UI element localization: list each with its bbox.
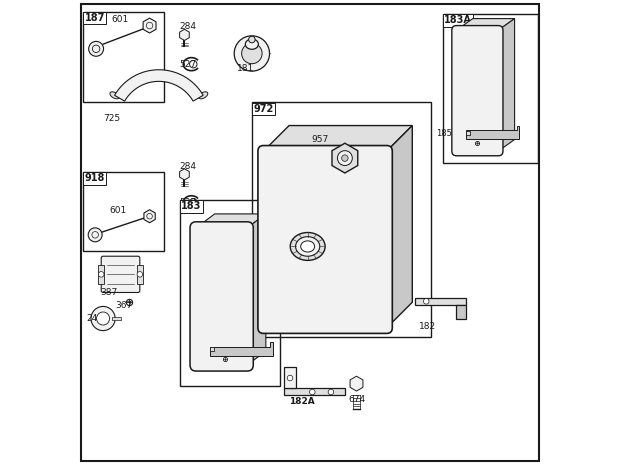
Circle shape [234,36,270,71]
Polygon shape [247,214,266,365]
Circle shape [337,151,352,166]
Circle shape [342,155,348,161]
Text: 918: 918 [84,173,105,184]
Text: eReplacementParts.com: eReplacementParts.com [234,254,386,267]
Ellipse shape [301,241,314,252]
Circle shape [88,228,102,242]
Text: 725: 725 [103,114,120,123]
Text: 284: 284 [179,161,196,171]
Polygon shape [466,126,520,140]
Polygon shape [285,388,345,395]
FancyBboxPatch shape [258,146,392,333]
Bar [83,172,164,251]
Text: 284: 284 [179,22,196,31]
Text: 185: 185 [436,129,452,138]
Circle shape [137,272,143,277]
Text: 185: 185 [198,351,215,360]
Ellipse shape [296,237,320,256]
FancyBboxPatch shape [452,26,503,156]
Ellipse shape [110,92,119,99]
Ellipse shape [290,232,325,260]
Circle shape [89,41,104,56]
Polygon shape [210,342,273,356]
Circle shape [249,36,255,43]
Bar [112,317,121,320]
Polygon shape [285,367,296,388]
Polygon shape [498,19,515,151]
Polygon shape [456,305,466,319]
Text: 601: 601 [109,206,126,215]
FancyBboxPatch shape [101,256,140,292]
Bar [252,102,431,337]
Text: 187: 187 [84,13,105,23]
Bar [137,265,143,284]
Text: 183: 183 [181,201,202,212]
Text: 387: 387 [100,288,117,298]
Polygon shape [264,126,412,151]
Circle shape [309,389,315,395]
Text: 240: 240 [86,314,103,323]
Text: 674: 674 [348,395,366,405]
Circle shape [287,375,293,381]
Text: 182: 182 [419,322,436,331]
FancyBboxPatch shape [190,222,253,371]
Circle shape [242,43,262,64]
Ellipse shape [246,39,259,49]
Circle shape [328,389,334,395]
Text: 367: 367 [115,301,133,311]
Text: 527: 527 [179,60,196,69]
Text: 183A: 183A [444,15,472,26]
Bar [180,200,280,386]
Circle shape [91,306,115,331]
Bar [99,265,104,284]
Text: 181: 181 [236,64,254,73]
Text: 972: 972 [253,104,273,114]
Ellipse shape [198,92,208,99]
Polygon shape [456,19,515,30]
Text: 184: 184 [480,141,495,150]
Bar [83,12,164,102]
Polygon shape [115,70,203,101]
Polygon shape [387,126,412,328]
Bar [443,14,538,163]
Text: 184: 184 [228,358,244,367]
Circle shape [97,312,110,325]
Text: 182A: 182A [289,397,315,406]
Text: 527: 527 [179,198,196,207]
Text: 957: 957 [311,135,329,144]
Circle shape [423,299,429,304]
Polygon shape [196,214,266,228]
Polygon shape [415,298,466,305]
Text: 601: 601 [111,15,128,25]
Circle shape [99,272,104,277]
